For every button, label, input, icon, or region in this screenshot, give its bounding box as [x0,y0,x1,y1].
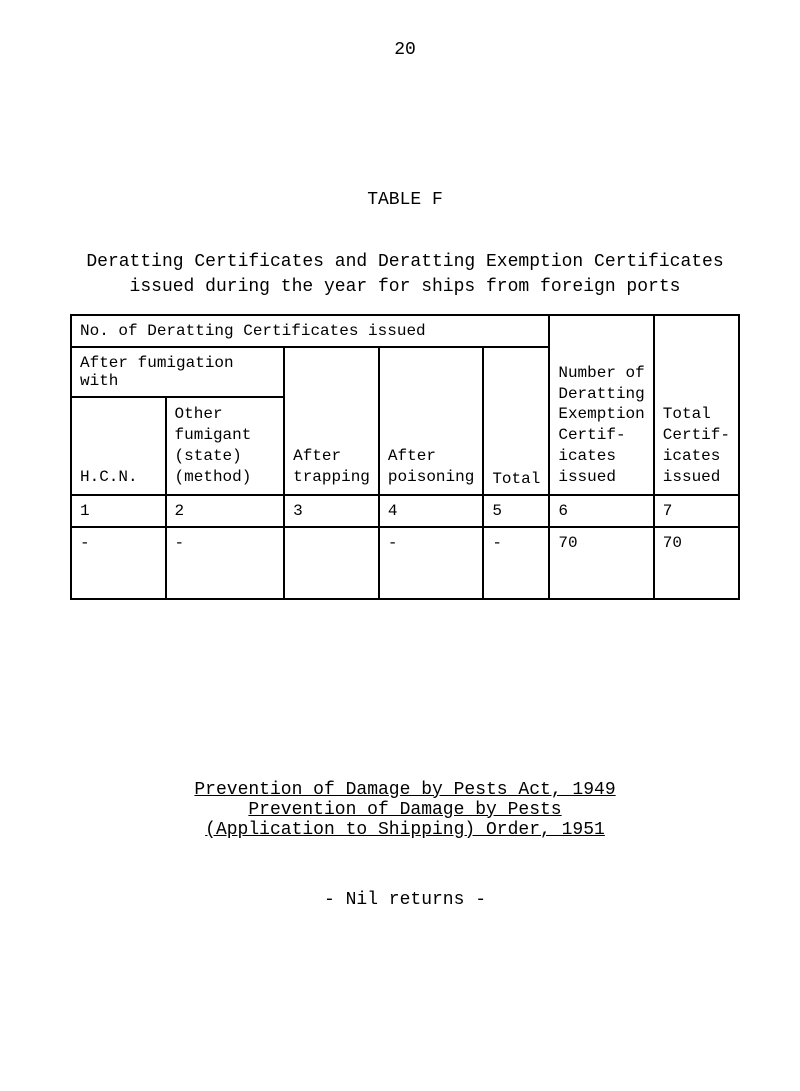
colnum-5: 5 [483,495,549,527]
col6-l4: Certif- [558,426,625,444]
col7-l4: issued [663,468,721,486]
col6-l6: issued [558,468,616,486]
col3-l2: trapping [293,468,370,486]
column-number-row: 1 2 3 4 5 6 7 [71,495,739,527]
colnum-3: 3 [284,495,379,527]
col7-l1: Total [663,405,711,423]
col7-l3: icates [663,447,721,465]
header-after-fumigation: After fumigation with [71,347,284,397]
nil-returns: - Nil returns - [70,890,740,910]
caption-line-1: Deratting Certificates and Deratting Exe… [86,252,723,272]
cell-3 [284,527,379,599]
col2-l2: fumigant [175,426,252,444]
page-number: 20 [70,40,740,60]
deratting-table: No. of Deratting Certificates issued Num… [70,314,740,599]
header-total: Total [483,347,549,494]
col2-l4: (method) [175,468,252,486]
colnum-1: 1 [71,495,166,527]
cell-1: - [71,527,166,599]
colnum-6: 6 [549,495,653,527]
header-hcn: H.C.N. [71,397,166,494]
col7-l2: Certif- [663,426,730,444]
col2-l3: (state) [175,447,242,465]
act-line-1: Prevention of Damage by Pests Act, 1949 [194,780,615,800]
cell-7: 70 [654,527,739,599]
col1-sub: H.C.N. [80,468,138,486]
table-row: - - - - 70 70 [71,527,739,599]
header-after-poisoning: After poisoning [379,347,483,494]
col3-l1: After [293,447,341,465]
col2-l1: Other [175,405,223,423]
header-total-certificates: Total Certif- icates issued [654,315,739,494]
colnum-2: 2 [166,495,285,527]
col6-l1: Number of [558,364,644,382]
col6-l3: Exemption [558,405,644,423]
acts-block: Prevention of Damage by Pests Act, 1949 … [70,780,740,840]
cell-5: - [483,527,549,599]
act-line-2: Prevention of Damage by Pests [248,800,561,820]
act-line-3: (Application to Shipping) Order, 1951 [205,820,605,840]
col6-l5: icates [558,447,616,465]
table-label: TABLE F [70,190,740,210]
cell-4: - [379,527,483,599]
header-no-of-certificates: No. of Deratting Certificates issued [71,315,549,347]
col4-l2: poisoning [388,468,474,486]
caption-line-2: issued during the year for ships from fo… [130,277,681,297]
header-after-trapping: After trapping [284,347,379,494]
table-caption: Deratting Certificates and Deratting Exe… [85,250,725,300]
col4-l1: After [388,447,436,465]
col6-l2: Deratting [558,385,644,403]
cell-6: 70 [549,527,653,599]
colnum-4: 4 [379,495,483,527]
colnum-7: 7 [654,495,739,527]
cell-2: - [166,527,285,599]
header-other-fumigant: Other fumigant (state) (method) [166,397,285,494]
header-number-exemption: Number of Deratting Exemption Certif- ic… [549,315,653,494]
